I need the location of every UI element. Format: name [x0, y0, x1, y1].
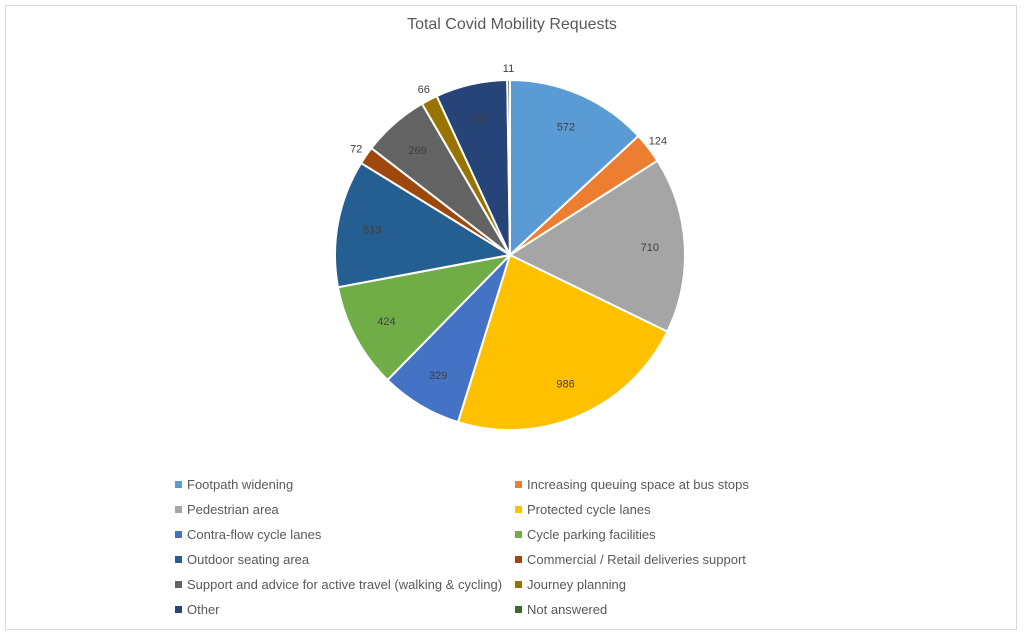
legend-swatch-8 [175, 581, 182, 588]
chart-title: Total Covid Mobility Requests [407, 16, 617, 33]
pie-slice-6 [334, 161, 513, 289]
data-label-2: 710 [641, 242, 659, 254]
data-label-5: 424 [377, 316, 395, 328]
pie-chart: 572 124 710 986 329 424 513 72 269 66 289 11 [334, 63, 686, 431]
legend-swatch-11 [515, 606, 522, 613]
legend-item-7: Commercial / Retail deliveries support [515, 550, 855, 569]
legend-swatch-10 [175, 606, 182, 613]
legend-label-5: Cycle parking facilities [527, 527, 656, 542]
legend-swatch-4 [175, 531, 182, 538]
data-label-8: 269 [408, 145, 426, 157]
pie-slice-2 [507, 159, 686, 333]
legend-item-9: Journey planning [515, 575, 855, 594]
legend-item-10: Other [175, 600, 515, 619]
data-label-4: 329 [429, 370, 447, 382]
legend-label-1: Increasing queuing space at bus stops [527, 477, 749, 492]
legend-item-0: Footpath widening [175, 475, 515, 494]
legend-label-11: Not answered [527, 602, 608, 617]
legend-swatch-7 [515, 556, 522, 563]
data-label-9: 66 [418, 84, 430, 96]
legend-label-3: Protected cycle lanes [527, 502, 651, 517]
legend-label-6: Outdoor seating area [187, 552, 310, 567]
legend-label-4: Contra-flow cycle lanes [187, 527, 322, 542]
data-label-3: 986 [556, 379, 574, 391]
legend-item-6: Outdoor seating area [175, 550, 515, 569]
legend: Footpath widening Increasing queuing spac… [175, 475, 875, 619]
data-label-10: 289 [470, 114, 488, 126]
legend-item-5: Cycle parking facilities [515, 525, 855, 544]
legend-label-7: Commercial / Retail deliveries support [527, 552, 746, 567]
legend-swatch-9 [515, 581, 522, 588]
data-label-7: 72 [350, 144, 362, 156]
legend-item-2: Pedestrian area [175, 500, 515, 519]
legend-label-9: Journey planning [527, 577, 627, 592]
pie-slice-0 [509, 78, 640, 258]
pie-slice-11 [506, 78, 511, 256]
data-label-6: 513 [363, 224, 381, 236]
data-label-0: 572 [557, 122, 575, 134]
legend-swatch-6 [175, 556, 182, 563]
legend-swatch-5 [515, 531, 522, 538]
legend-item-1: Increasing queuing space at bus stops [515, 475, 855, 494]
legend-swatch-1 [515, 481, 522, 488]
data-label-11: 11 [503, 63, 514, 75]
legend-item-3: Protected cycle lanes [515, 500, 855, 519]
legend-label-2: Pedestrian area [187, 502, 279, 517]
legend-swatch-3 [515, 506, 522, 513]
legend-label-8: Support and advice for active travel (wa… [187, 577, 503, 592]
data-label-1: 124 [649, 136, 667, 148]
pie-slice-5 [336, 253, 513, 382]
legend-item-4: Contra-flow cycle lanes [175, 525, 515, 544]
legend-item-8: Support and advice for active travel (wa… [175, 575, 515, 594]
legend-swatch-0 [175, 481, 182, 488]
legend-label-10: Other [187, 602, 220, 617]
legend-swatch-2 [175, 506, 182, 513]
legend-item-11: Not answered [515, 600, 855, 619]
pie-slice-3 [456, 253, 669, 431]
legend-label-0: Footpath widening [187, 477, 294, 492]
